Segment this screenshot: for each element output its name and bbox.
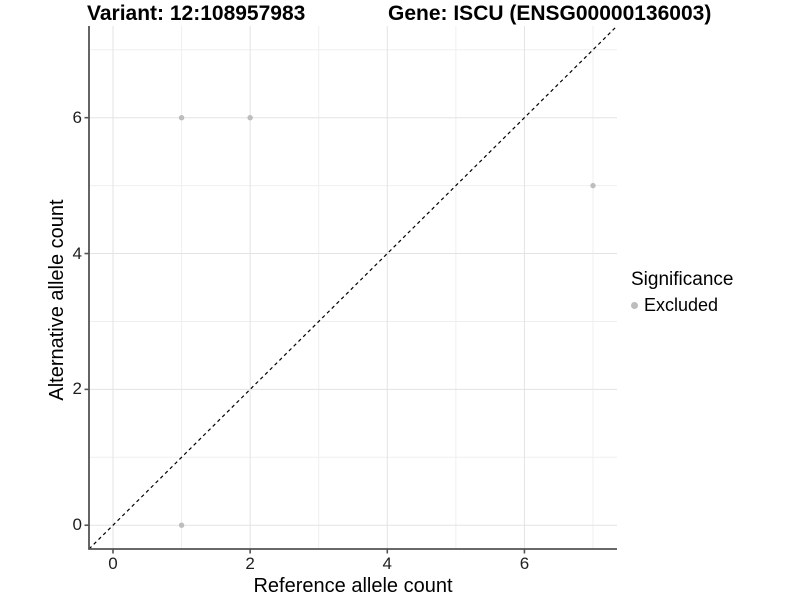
x-tick-label: 0 [108,554,118,573]
legend: Significance Excluded [631,268,733,316]
legend-item-label: Excluded [644,295,719,315]
data-point [178,114,185,121]
x-tick-label: 2 [245,554,255,573]
plot-title-gene: Gene: ISCU (ENSG00000136003) [388,2,712,25]
x-tick-label: 4 [382,554,393,573]
y-tick-label: 4 [72,243,82,263]
y-tick-label: 0 [72,515,82,535]
x-axis-label: Reference allele count [253,575,453,597]
data-points [178,114,596,528]
y-tick-label: 6 [72,107,82,127]
data-point [590,182,596,189]
axis-lines [88,26,617,550]
plot-title-variant: Variant: 12:108957983 [87,2,306,25]
data-point [247,114,253,121]
y-tick-label: 2 [72,379,82,399]
x-tick-label: 6 [519,554,530,573]
y-axis-label: Alternative allele count [46,199,68,401]
excluded-point-icon [631,301,638,309]
major-gridlines [89,26,617,549]
minor-gridlines [89,26,617,549]
legend-item-excluded: Excluded [631,294,733,316]
identity-line [88,25,618,550]
legend-title: Significance [631,269,734,290]
tick-marks [84,116,526,554]
data-point [178,522,185,528]
